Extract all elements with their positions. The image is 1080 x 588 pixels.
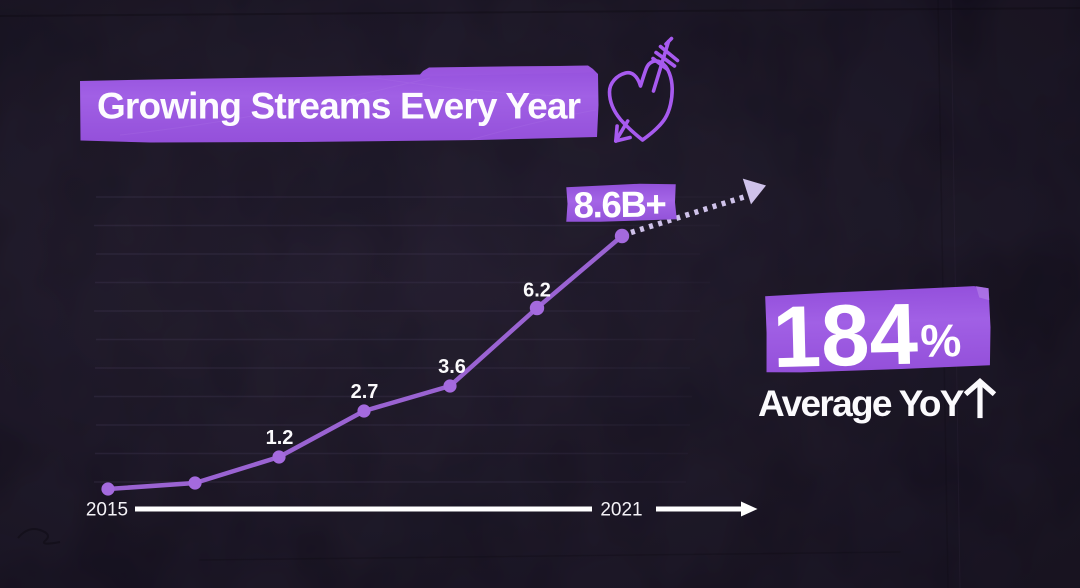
svg-text:2021: 2021: [600, 500, 642, 521]
svg-text:Average YoY: Average YoY: [758, 383, 965, 424]
svg-text:Growing Streams Every Year: Growing Streams Every Year: [97, 86, 581, 127]
svg-text:8.6B+: 8.6B+: [573, 183, 665, 225]
svg-text:1.2: 1.2: [266, 427, 294, 449]
svg-text:2.7: 2.7: [351, 381, 379, 403]
svg-text:184: 184: [771, 286, 918, 387]
svg-text:%: %: [920, 314, 962, 367]
svg-text:2015: 2015: [86, 500, 128, 521]
svg-text:6.2: 6.2: [523, 280, 551, 302]
svg-text:3.6: 3.6: [438, 356, 466, 378]
